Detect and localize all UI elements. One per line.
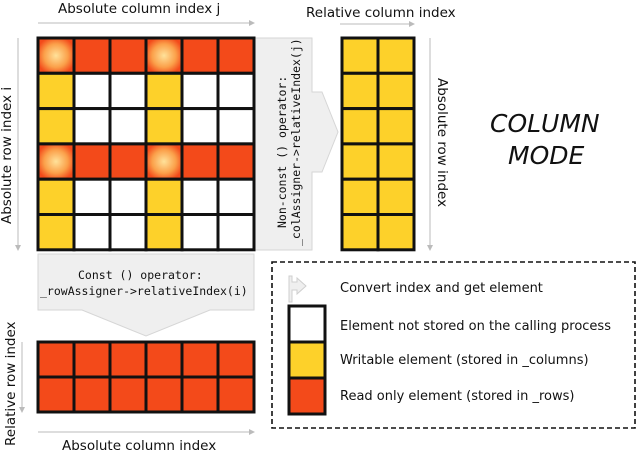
columns-storage-grid bbox=[340, 36, 416, 252]
columns-storage-cell bbox=[376, 142, 416, 181]
nonconst-operator-line2: _colAssigner->relativeIndex(j) bbox=[289, 38, 303, 246]
main-matrix-cell bbox=[36, 36, 76, 75]
legend-yellow-swatch bbox=[287, 340, 327, 380]
main-matrix-cell bbox=[144, 213, 184, 252]
left-abs-row-label: Absolute row index i bbox=[0, 87, 15, 224]
legend-readonly-label: Read only element (stored in _rows) bbox=[340, 389, 574, 404]
main-matrix-cell bbox=[216, 177, 256, 216]
rows-storage-cell bbox=[144, 340, 184, 379]
columns-storage-cell bbox=[376, 71, 416, 111]
main-matrix-cell bbox=[108, 107, 148, 146]
columns-storage-cell bbox=[340, 213, 380, 252]
columns-storage-cell bbox=[376, 213, 416, 252]
nonconst-operator-line1: Non-const () operator: bbox=[275, 76, 289, 228]
rows-storage-cell bbox=[108, 375, 148, 414]
rows-storage-cell bbox=[180, 340, 220, 379]
top-rel-col-label: Relative column index bbox=[306, 5, 456, 21]
main-matrix-cell bbox=[180, 71, 220, 111]
rows-storage-cell bbox=[216, 340, 256, 379]
rows-storage-cell bbox=[144, 375, 184, 414]
columns-storage-cell bbox=[340, 177, 380, 216]
columns-storage-cell bbox=[340, 71, 380, 111]
main-matrix-cell bbox=[108, 213, 148, 252]
legend-convert-arrow-icon bbox=[288, 275, 307, 303]
column-transform-arrow bbox=[253, 37, 339, 251]
columns-storage-cell bbox=[376, 107, 416, 146]
main-matrix-cell bbox=[36, 177, 76, 216]
main-matrix-cell bbox=[108, 71, 148, 111]
rows-storage-cell bbox=[180, 375, 220, 414]
main-matrix-cell bbox=[72, 142, 112, 181]
main-matrix-cell bbox=[180, 107, 220, 146]
rows-storage-cell bbox=[36, 340, 76, 379]
columns-storage-cell bbox=[376, 36, 416, 75]
main-matrix-cell bbox=[216, 36, 256, 75]
main-matrix-cell bbox=[180, 213, 220, 252]
legend: Convert index and get element Element no… bbox=[271, 261, 636, 429]
legend-not-stored-label: Element not stored on the calling proces… bbox=[340, 319, 611, 334]
main-matrix-cell bbox=[72, 177, 112, 216]
main-matrix-cell bbox=[108, 36, 148, 75]
main-matrix-cell bbox=[72, 107, 112, 146]
rows-storage-cell bbox=[72, 340, 112, 379]
main-matrix-cell bbox=[36, 213, 76, 252]
mode-title-line2: MODE bbox=[508, 141, 584, 170]
const-operator-line2: _rowAssigner->relativeIndex(i) bbox=[40, 284, 248, 298]
main-matrix-cell bbox=[144, 71, 184, 111]
main-matrix-cell bbox=[72, 36, 112, 75]
main-matrix-cell bbox=[180, 142, 220, 181]
main-matrix-grid bbox=[36, 36, 256, 252]
main-matrix-cell bbox=[72, 71, 112, 111]
legend-white-swatch bbox=[287, 304, 327, 344]
rows-storage-grid bbox=[36, 340, 256, 414]
main-matrix-cell bbox=[144, 142, 184, 181]
right-abs-row-label: Absolute row index bbox=[434, 78, 450, 207]
rows-storage-cell bbox=[36, 375, 76, 414]
main-matrix-cell bbox=[108, 177, 148, 216]
rows-storage-cell bbox=[216, 375, 256, 414]
main-matrix-cell bbox=[36, 107, 76, 146]
columns-storage-cell bbox=[340, 107, 380, 146]
row-transform-arrow bbox=[37, 253, 255, 337]
rows-storage-cell bbox=[108, 340, 148, 379]
main-matrix-cell bbox=[36, 142, 76, 181]
mode-title-line1: COLUMN bbox=[490, 109, 600, 138]
main-matrix-cell bbox=[180, 36, 220, 75]
legend-convert-label: Convert index and get element bbox=[340, 281, 543, 296]
main-matrix-cell bbox=[144, 36, 184, 75]
left-rel-row-label: Relative row index bbox=[3, 321, 19, 446]
columns-storage-cell bbox=[340, 36, 380, 75]
legend-writable-label: Writable element (stored in _columns) bbox=[340, 353, 589, 368]
main-matrix-cell bbox=[216, 107, 256, 146]
legend-red-swatch bbox=[287, 376, 327, 416]
main-matrix-cell bbox=[144, 107, 184, 146]
main-matrix-cell bbox=[216, 71, 256, 111]
const-operator-line1: Const () operator: bbox=[78, 268, 203, 282]
main-matrix-cell bbox=[180, 177, 220, 216]
main-matrix-cell bbox=[108, 142, 148, 181]
main-matrix-cell bbox=[36, 71, 76, 111]
rows-storage-cell bbox=[72, 375, 112, 414]
columns-storage-cell bbox=[340, 142, 380, 181]
columns-storage-cell bbox=[376, 177, 416, 216]
main-matrix-cell bbox=[144, 177, 184, 216]
main-matrix-cell bbox=[216, 213, 256, 252]
top-abs-col-label: Absolute column index j bbox=[58, 1, 220, 17]
main-matrix-cell bbox=[216, 142, 256, 181]
main-matrix-cell bbox=[72, 213, 112, 252]
bottom-abs-col-label: Absolute column index bbox=[62, 438, 216, 453]
